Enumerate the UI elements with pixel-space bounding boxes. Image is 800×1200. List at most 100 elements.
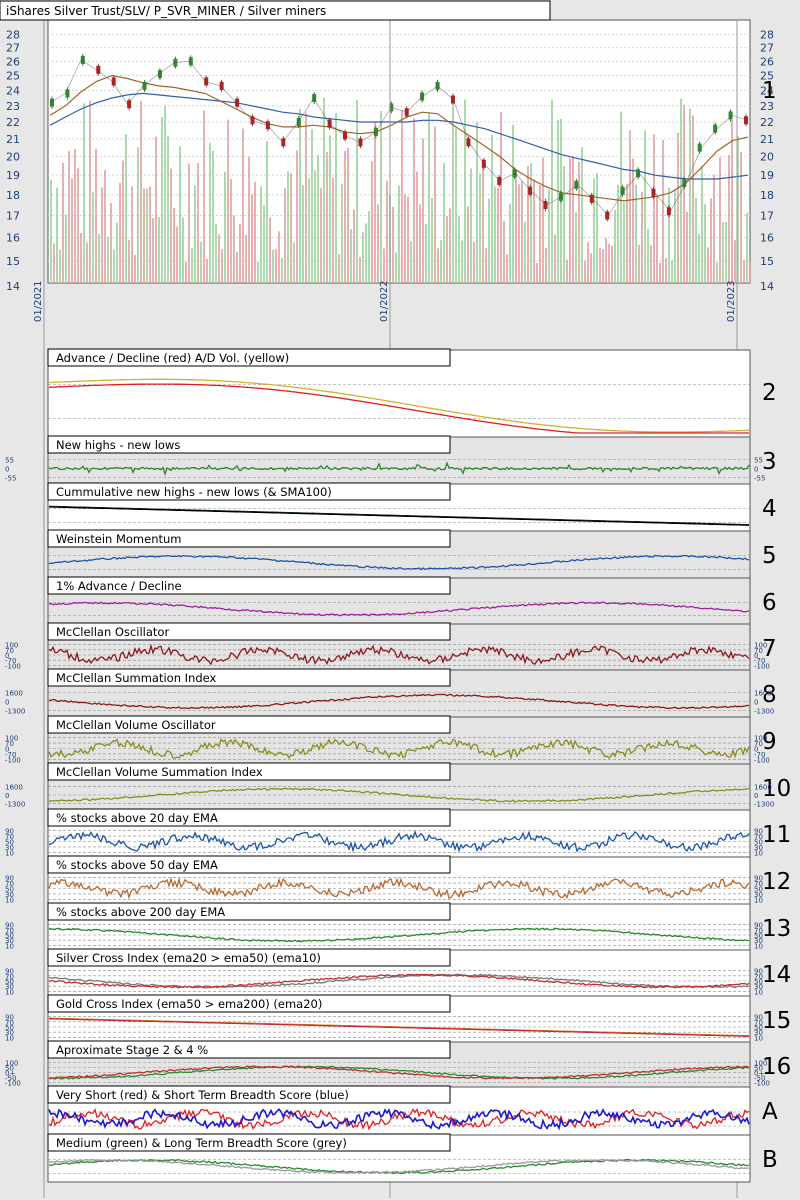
volume-bar [749, 260, 751, 283]
candle-body [697, 143, 702, 152]
panel-tick-left: 10 [5, 1034, 14, 1042]
panel-A: Very Short (red) & Short Term Breadth Sc… [47, 1085, 778, 1136]
panel-tick-right: 30 [754, 891, 763, 899]
panel-tick-left: 50 [5, 932, 14, 940]
volume-bar [257, 261, 259, 283]
volume-bar [392, 206, 394, 283]
volume-bar [725, 222, 727, 283]
volume-bar [86, 242, 88, 283]
volume-bar [596, 173, 598, 283]
volume-bar [524, 221, 526, 283]
volume-bar [173, 207, 175, 283]
volume-bar [689, 108, 691, 284]
volume-bar [569, 158, 571, 283]
candle-body [589, 194, 594, 203]
panel-tick-left: 70 [5, 927, 14, 935]
volume-bar [89, 100, 91, 283]
volume-bar [101, 187, 103, 283]
candle-body [188, 57, 193, 66]
volume-bar [146, 188, 148, 283]
volume-bar [476, 122, 478, 283]
price-tick-left: 18 [6, 189, 20, 202]
volume-bar [377, 204, 379, 283]
panel-number: 7 [762, 636, 777, 662]
date-tick-label: 01/2023 [726, 280, 737, 322]
panel-title-box [47, 435, 451, 454]
candle-body [620, 186, 625, 195]
panel-title-box [47, 1040, 451, 1059]
price-tick-left: 25 [6, 70, 20, 83]
volume-bar [107, 236, 109, 283]
panel-tick-left: -55 [5, 475, 16, 483]
panel-tick-left: 70 [5, 833, 14, 841]
volume-bar [740, 151, 742, 283]
volume-bar [302, 185, 304, 283]
volume-bar [746, 212, 748, 283]
volume-bar [335, 112, 337, 284]
volume-bar [461, 240, 463, 283]
volume-bar [134, 254, 136, 283]
panel-number: B [762, 1147, 778, 1173]
panel-series [48, 1158, 749, 1175]
panel-title: % stocks above 20 day EMA [56, 811, 218, 825]
panel-series [48, 973, 750, 989]
panel-series [48, 876, 750, 900]
panel-tick-right: -50 [754, 1075, 765, 1083]
volume-bar [266, 141, 268, 283]
chart-title: iShares Silver Trust/SLV/ P_SVR_MINER / … [6, 4, 326, 18]
volume-bar [404, 194, 406, 283]
volume-bar [554, 234, 556, 283]
volume-bar [140, 100, 142, 283]
close-line [49, 59, 749, 216]
volume-bar [698, 234, 700, 283]
panel-tick-left: 1600 [5, 690, 23, 698]
volume-bar [53, 243, 55, 283]
volume-bar [62, 162, 64, 283]
volume-bar [365, 223, 367, 283]
panel-4: Cummulative new highs - new lows (& SMA1… [47, 482, 777, 532]
volume-bar [269, 217, 271, 283]
volume-bar [344, 150, 346, 283]
panel-tick-left: 90 [5, 828, 14, 836]
volume-bar [728, 155, 730, 283]
volume-bar [563, 166, 565, 283]
volume-bar [584, 260, 586, 283]
price-tick-left: 28 [6, 28, 20, 41]
panel-tick-right: 50 [754, 1024, 763, 1032]
volume-bar [542, 157, 544, 283]
volume-bar [482, 159, 484, 283]
volume-bar [167, 135, 169, 283]
volume-bar [512, 124, 514, 283]
volume-bar [110, 203, 112, 283]
volume-bar [665, 258, 667, 283]
panel-title: Cummulative new highs - new lows (& SMA1… [56, 485, 332, 499]
panel-tick-right: 50 [754, 978, 763, 986]
volume-bar [506, 254, 508, 283]
panel-tick-right: -100 [754, 756, 770, 764]
panel-tick-left: 0 [5, 699, 9, 707]
volume-bar [668, 187, 670, 283]
volume-bar [170, 168, 172, 283]
volume-bar [614, 209, 616, 283]
panel-title: McClellan Oscillator [56, 625, 169, 639]
volume-bar [416, 171, 418, 283]
volume-bar [455, 128, 457, 283]
volume-bar [683, 104, 685, 284]
volume-bar [176, 226, 178, 283]
candle-body [50, 98, 54, 107]
panel-number: 16 [762, 1054, 791, 1080]
volume-bar [515, 171, 517, 283]
volume-bar [656, 195, 658, 283]
volume-bar [521, 180, 523, 283]
volume-bar [485, 248, 487, 283]
volume-bar [50, 179, 52, 283]
panel-tick-right: 90 [754, 828, 763, 836]
volume-bar [425, 223, 427, 283]
panel-tick-right: 50 [754, 839, 763, 847]
candle-body [312, 94, 317, 103]
volume-bar [326, 152, 328, 283]
panel-tick-right: 70 [754, 973, 763, 981]
panel-2: Advance / Decline (red) A/D Vol. (yellow… [47, 348, 777, 438]
volume-bar [398, 185, 400, 283]
